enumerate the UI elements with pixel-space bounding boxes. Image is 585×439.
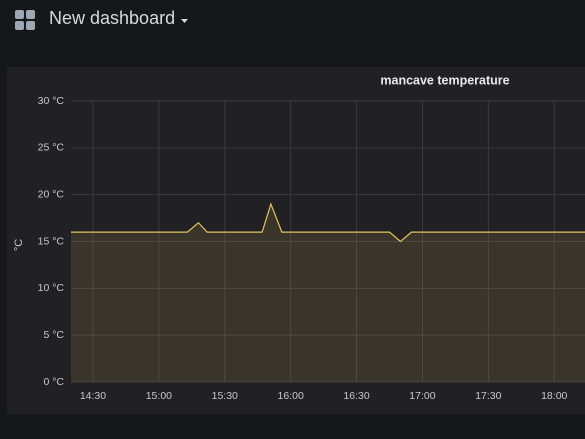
x-tick-label: 17:00 bbox=[409, 390, 435, 402]
icon-square bbox=[26, 10, 35, 19]
y-tick-label: 20 °C bbox=[38, 188, 65, 200]
x-tick-label: 16:00 bbox=[278, 390, 304, 402]
x-tick-label: 17:30 bbox=[475, 390, 501, 402]
y-tick-label: 15 °C bbox=[38, 235, 65, 247]
y-tick-label: 10 °C bbox=[38, 282, 65, 294]
x-tick-label: 15:30 bbox=[212, 390, 238, 402]
y-tick-label: 30 °C bbox=[38, 95, 65, 107]
x-tick-label: 14:30 bbox=[80, 390, 106, 402]
x-tick-label: 16:30 bbox=[343, 390, 369, 402]
dashboard-icon[interactable] bbox=[15, 10, 35, 30]
y-axis-label: °C bbox=[13, 239, 25, 251]
panel-title[interactable]: mancave temperature bbox=[380, 73, 509, 87]
line bbox=[71, 202, 585, 243]
x-tick-label: 18:00 bbox=[541, 390, 567, 402]
icon-square bbox=[15, 21, 24, 30]
y-tick-label: 5 °C bbox=[43, 329, 64, 341]
area bbox=[71, 204, 585, 382]
y-tick-label: 25 °C bbox=[38, 142, 65, 154]
dashboard-title[interactable]: New dashboard bbox=[49, 8, 175, 28]
dropdown-caret[interactable] bbox=[181, 19, 188, 23]
x-tick-label: 15:00 bbox=[146, 390, 172, 402]
icon-square bbox=[26, 21, 35, 30]
y-tick-label: 0 °C bbox=[43, 376, 64, 388]
icon-square bbox=[15, 10, 24, 19]
